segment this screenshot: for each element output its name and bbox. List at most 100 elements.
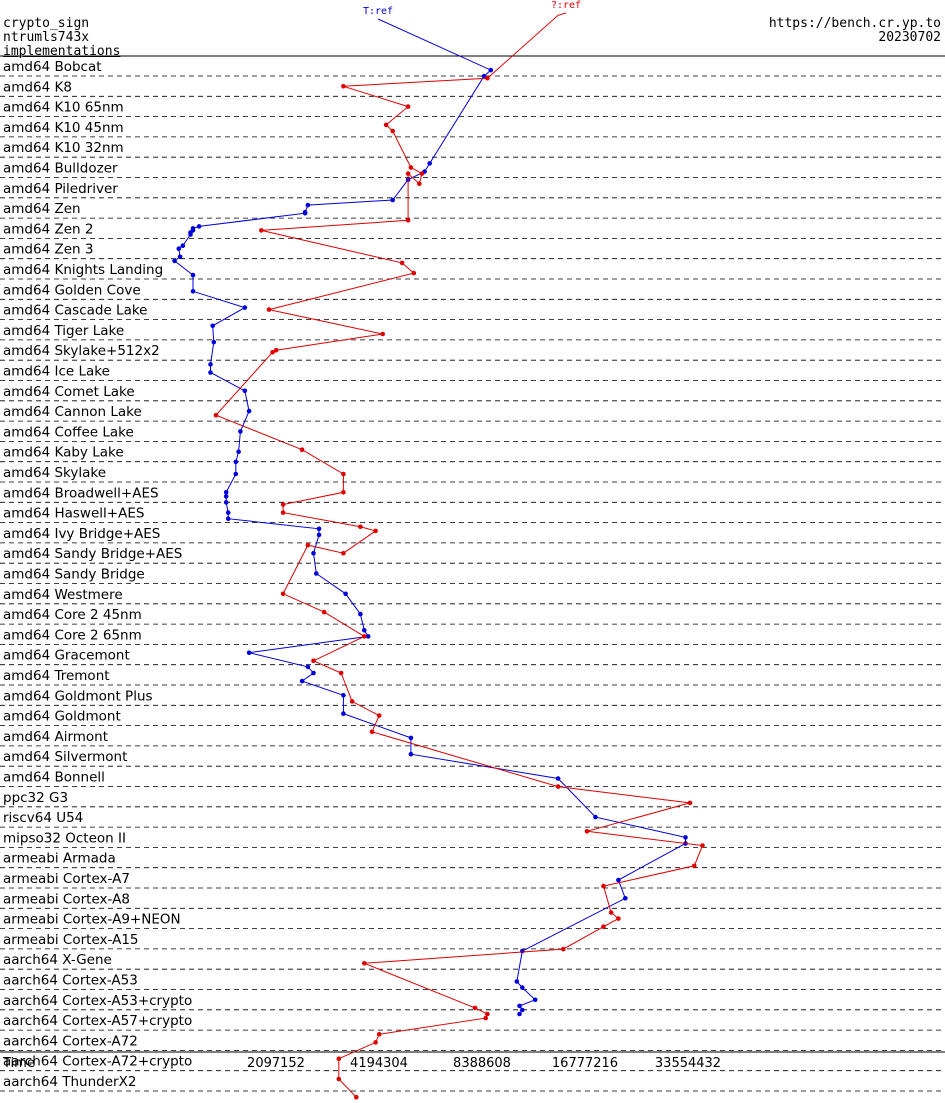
- data-point: [362, 628, 367, 633]
- data-point: [555, 776, 561, 781]
- data-point: [358, 524, 363, 530]
- data-point: [177, 254, 183, 260]
- category-label: amd64 Comet Lake: [3, 384, 135, 400]
- data-point: [273, 347, 279, 353]
- category-label: amd64 Bulldozer: [3, 161, 118, 177]
- category-label: aarch64 Cortex-A72+crypto: [3, 1054, 192, 1070]
- data-point: [365, 634, 371, 639]
- data-point: [362, 634, 367, 639]
- series-line-T-ref: [173, 18, 686, 1015]
- data-point: [314, 571, 319, 576]
- data-point: [683, 835, 688, 840]
- data-point: [376, 713, 382, 718]
- data-point: [341, 490, 346, 495]
- category-label: armeabi Cortex-A9+NEON: [3, 912, 181, 928]
- data-point: [417, 181, 422, 186]
- data-point: [408, 735, 414, 741]
- data-point: [354, 1094, 359, 1100]
- data-point: [341, 550, 346, 556]
- category-label: amd64 Airmont: [3, 729, 108, 745]
- data-point: [280, 591, 286, 597]
- data-point: [225, 516, 231, 521]
- data-point: [311, 670, 316, 676]
- site-url[interactable]: https://bench.cr.yp.to: [768, 16, 941, 31]
- category-label: amd64 Cannon Lake: [3, 404, 142, 420]
- data-point: [233, 459, 239, 465]
- data-point: [208, 370, 213, 375]
- data-point: [419, 171, 425, 176]
- data-point: [223, 500, 229, 505]
- x-tick-label: 2097152: [247, 1056, 305, 1071]
- data-point: [343, 591, 348, 597]
- data-point: [555, 784, 561, 789]
- category-label: armeabi Cortex-A15: [3, 932, 139, 948]
- data-point: [380, 331, 386, 337]
- data-point: [584, 829, 590, 834]
- data-point: [517, 1011, 522, 1017]
- data-point: [223, 494, 229, 499]
- category-label: armeabi Cortex-A7: [3, 871, 130, 887]
- x-tick-label: 33554432: [655, 1056, 721, 1071]
- category-label: amd64 Skylake: [3, 465, 106, 481]
- category-label: amd64 K8: [3, 79, 72, 95]
- data-point: [336, 1056, 342, 1061]
- data-point: [299, 447, 305, 453]
- header-right: https://bench.cr.yp.to 20230702: [769, 17, 941, 45]
- data-point: [280, 502, 286, 507]
- category-label: amd64 K10 45nm: [3, 120, 124, 136]
- data-point: [225, 510, 231, 515]
- data-point: [373, 1040, 378, 1045]
- category-label: amd64 Ivy Bridge+AES: [3, 526, 160, 542]
- data-point: [311, 550, 316, 556]
- data-point: [311, 658, 316, 664]
- data-point: [238, 429, 243, 434]
- data-point: [593, 814, 598, 820]
- implementations-link[interactable]: implementations: [3, 44, 121, 59]
- data-point: [405, 104, 411, 109]
- x-tick-label: 4194304: [350, 1056, 408, 1071]
- data-point: [383, 122, 389, 128]
- category-label: amd64 Coffee Lake: [3, 424, 134, 440]
- category-label: ppc32 G3: [3, 790, 68, 806]
- data-point: [316, 526, 322, 532]
- data-point: [280, 510, 286, 515]
- data-point: [341, 693, 346, 698]
- data-point: [213, 412, 219, 418]
- category-label: amd64 Bonnell: [3, 770, 105, 786]
- data-point: [305, 542, 311, 548]
- data-point: [180, 243, 186, 248]
- data-point: [341, 84, 346, 89]
- data-point: [176, 246, 182, 251]
- data-point: [514, 979, 520, 984]
- category-label: amd64 Zen 2: [3, 221, 93, 237]
- report-date: 20230702: [878, 30, 941, 45]
- data-point: [321, 609, 327, 615]
- data-point: [520, 1007, 525, 1013]
- category-label: aarch64 Cortex-A72: [3, 1033, 138, 1049]
- data-point: [520, 985, 525, 990]
- data-point: [210, 323, 215, 329]
- series-line-q-ref: [215, 12, 704, 1098]
- data-point: [336, 1076, 342, 1082]
- x-axis-label: Time: [2, 1056, 35, 1071]
- data-point: [246, 650, 252, 655]
- data-point: [692, 863, 697, 869]
- category-label: amd64 Sandy Bridge+AES: [3, 546, 182, 562]
- data-point: [408, 751, 414, 757]
- category-label: amd64 Broadwell+AES: [3, 485, 159, 501]
- category-label: amd64 K10 65nm: [3, 100, 124, 116]
- data-point: [196, 224, 202, 229]
- data-point: [190, 272, 196, 278]
- data-point: [608, 910, 614, 915]
- category-label: amd64 Core 2 65nm: [3, 627, 142, 643]
- data-point: [236, 449, 241, 455]
- category-label: armeabi Armada: [3, 851, 116, 867]
- category-label: amd64 Zen: [3, 201, 81, 217]
- category-label: amd64 Knights Landing: [3, 262, 163, 278]
- data-point: [399, 260, 405, 266]
- category-label: aarch64 Cortex-A53: [3, 973, 138, 989]
- data-point: [481, 73, 487, 79]
- category-label: amd64 Golden Cove: [3, 282, 141, 298]
- data-point: [376, 1032, 382, 1037]
- data-point: [623, 896, 628, 901]
